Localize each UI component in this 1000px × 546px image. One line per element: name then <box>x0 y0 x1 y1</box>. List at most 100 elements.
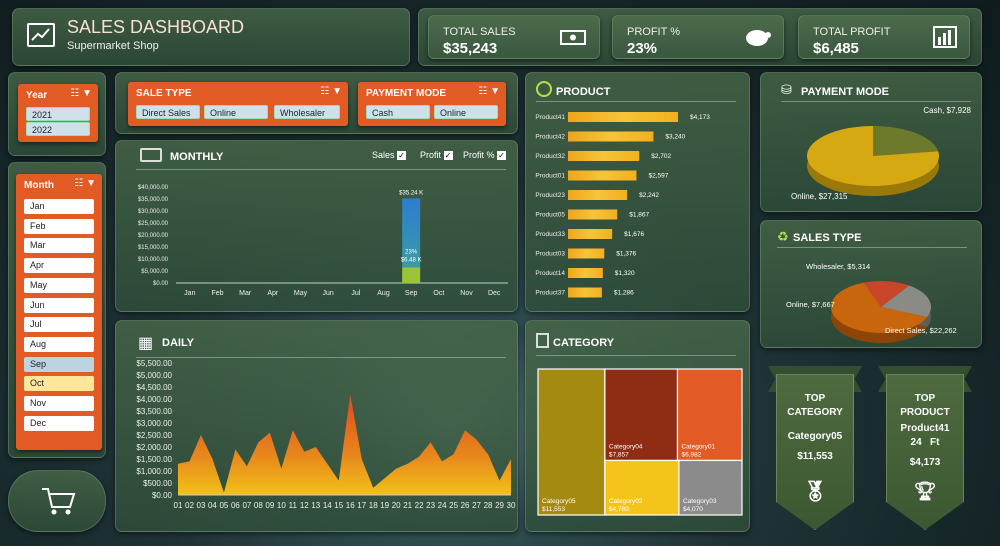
document-icon <box>536 333 549 348</box>
money-icon <box>559 26 589 54</box>
year-chip-2021[interactable]: 2021 <box>26 107 90 121</box>
x-tick-label: 03 <box>197 501 206 510</box>
y-tick-label: $5,000.00 <box>136 371 172 380</box>
data-label: $1,867 <box>629 212 649 219</box>
category-title: CATEGORY <box>553 337 615 349</box>
sales-type-title: SALES TYPE <box>793 232 862 244</box>
product-bar <box>568 209 618 220</box>
treemap-value: $11,553 <box>542 506 565 513</box>
filter-icon[interactable]: ☷ ▼ <box>320 86 342 97</box>
treemap-label: Category01 <box>681 443 715 450</box>
x-tick-label: Nov <box>460 290 473 297</box>
toggle-profit-pct[interactable]: Profit % ✓ <box>463 150 507 160</box>
month-chip-feb[interactable]: Feb <box>24 218 94 234</box>
y-tick-label: $3,000.00 <box>136 419 172 428</box>
x-tick-label: 30 <box>507 501 516 510</box>
y-tick-label: $40,000.00 <box>138 185 169 191</box>
x-tick-label: Mar <box>239 290 252 297</box>
x-tick-label: 25 <box>449 501 458 510</box>
month-chip-mar[interactable]: Mar <box>24 238 94 254</box>
monthly-title: MONTHLY <box>170 151 224 163</box>
x-tick-label: 09 <box>265 501 274 510</box>
toggle-sales[interactable]: Sales ✓ <box>372 150 407 160</box>
pie-label-cash: Cash, $7,928 <box>923 106 971 115</box>
month-chip-sep[interactable]: Sep <box>24 356 94 372</box>
y-tick-label: $4,000.00 <box>136 395 172 404</box>
chip-wholesaler[interactable]: Wholesaler <box>274 105 340 119</box>
data-label: $2,702 <box>651 153 671 160</box>
product-bar <box>568 151 640 161</box>
target-icon <box>536 81 552 97</box>
x-tick-label: Aug <box>377 290 390 297</box>
kpi-profit-pct: PROFIT % 23% <box>612 15 784 59</box>
month-chip-jan[interactable]: Jan <box>24 199 94 214</box>
top-product-badge: TOP PRODUCT Product41 24 Ft $4,173 🏆︎ <box>886 374 964 530</box>
x-tick-label: 27 <box>472 501 481 510</box>
toggle-profit-pct-label: Profit % <box>463 150 495 160</box>
data-label: $2,597 <box>648 173 668 180</box>
product-title: PRODUCT <box>556 86 611 98</box>
cart-icon <box>42 488 76 515</box>
x-tick-label: 05 <box>219 501 228 510</box>
chip-direct-sales[interactable]: Direct Sales <box>136 105 200 119</box>
chip-cash[interactable]: Cash <box>366 105 430 119</box>
checkbox-icon: ✓ <box>497 151 507 160</box>
product-chart: Product41 $4,173 Product42 $3,240 Product32 $… <box>535 112 710 298</box>
month-chip-apr[interactable]: Apr <box>24 258 94 274</box>
x-tick-label: 24 <box>438 501 447 510</box>
pie-slice-cash <box>873 126 939 156</box>
top-category-value: $11,553 <box>797 451 833 462</box>
cart-button[interactable] <box>8 470 106 532</box>
x-tick-label: 22 <box>415 501 424 510</box>
y-tick-label: Product33 <box>535 231 565 238</box>
data-label: $1,320 <box>615 270 635 277</box>
y-tick-label: $35,000.00 <box>138 197 169 203</box>
treemap-cell-category01 <box>676 368 743 462</box>
chip-online[interactable]: Online <box>204 105 268 119</box>
x-tick-label: 06 <box>231 501 240 510</box>
trophy-icon: 🏆︎ <box>913 481 937 501</box>
top-product-title-2: PRODUCT <box>900 407 950 418</box>
treemap-cell-category02 <box>604 459 680 516</box>
pie-slice-wholesaler <box>863 281 910 307</box>
year-chip-2022[interactable]: 2022 <box>26 122 90 136</box>
month-chip-may[interactable]: May <box>24 277 94 293</box>
filter-icon[interactable]: ☷ ▼ <box>478 86 500 97</box>
x-tick-label: 08 <box>254 501 263 510</box>
pie-slice-online <box>807 126 939 186</box>
divider <box>136 357 506 358</box>
page-subtitle: Supermarket Shop <box>67 40 159 52</box>
bar-profit <box>402 267 421 283</box>
x-tick-label: May <box>294 290 308 297</box>
filter-icon[interactable]: ☷ ▼ <box>70 88 92 99</box>
y-tick-label: Product42 <box>535 134 565 141</box>
data-label-profit-pct: 23% <box>405 249 418 255</box>
x-tick-label: 29 <box>495 501 504 510</box>
month-chip-jun[interactable]: Jun <box>24 297 94 313</box>
pie-slice-online <box>881 285 931 317</box>
top-product-card: TOP PRODUCT Product41 24 Ft $4,173 🏆︎ <box>878 366 972 530</box>
month-chip-oct[interactable]: Oct <box>24 376 94 392</box>
month-chip-nov[interactable]: Nov <box>24 396 94 411</box>
x-tick-label: Jan <box>184 290 195 297</box>
coins-icon: ⛁ <box>781 82 792 97</box>
filter-icon[interactable]: ☷ ▼ <box>74 178 96 189</box>
product-bar <box>568 190 628 200</box>
divider <box>781 101 971 102</box>
chip-online-payment[interactable]: Online <box>434 105 498 119</box>
payment-mode-slicer-title: PAYMENT MODE <box>366 88 447 99</box>
x-tick-label: 28 <box>484 501 493 510</box>
treemap-value: $4,070 <box>683 506 703 513</box>
month-chip-dec[interactable]: Dec <box>24 415 94 431</box>
toggle-sales-label: Sales <box>372 150 395 160</box>
toggle-profit[interactable]: Profit ✓ <box>420 150 453 160</box>
product-bar <box>568 112 678 122</box>
page-title: SALES DASHBOARD <box>67 17 245 37</box>
divider <box>777 247 967 248</box>
y-tick-label: $5,000.00 <box>141 269 168 275</box>
month-chip-jul[interactable]: Jul <box>24 317 94 333</box>
month-chip-aug[interactable]: Aug <box>24 336 94 352</box>
month-slicer: Month ☷ ▼ Jan Feb Mar Apr May Jun Jul Aug Sep Oct… <box>16 174 102 450</box>
monthly-panel: MONTHLY Sales ✓ Profit ✓ Profit % ✓ $40,… <box>115 140 518 312</box>
year-slicer-title: Year <box>26 90 48 101</box>
